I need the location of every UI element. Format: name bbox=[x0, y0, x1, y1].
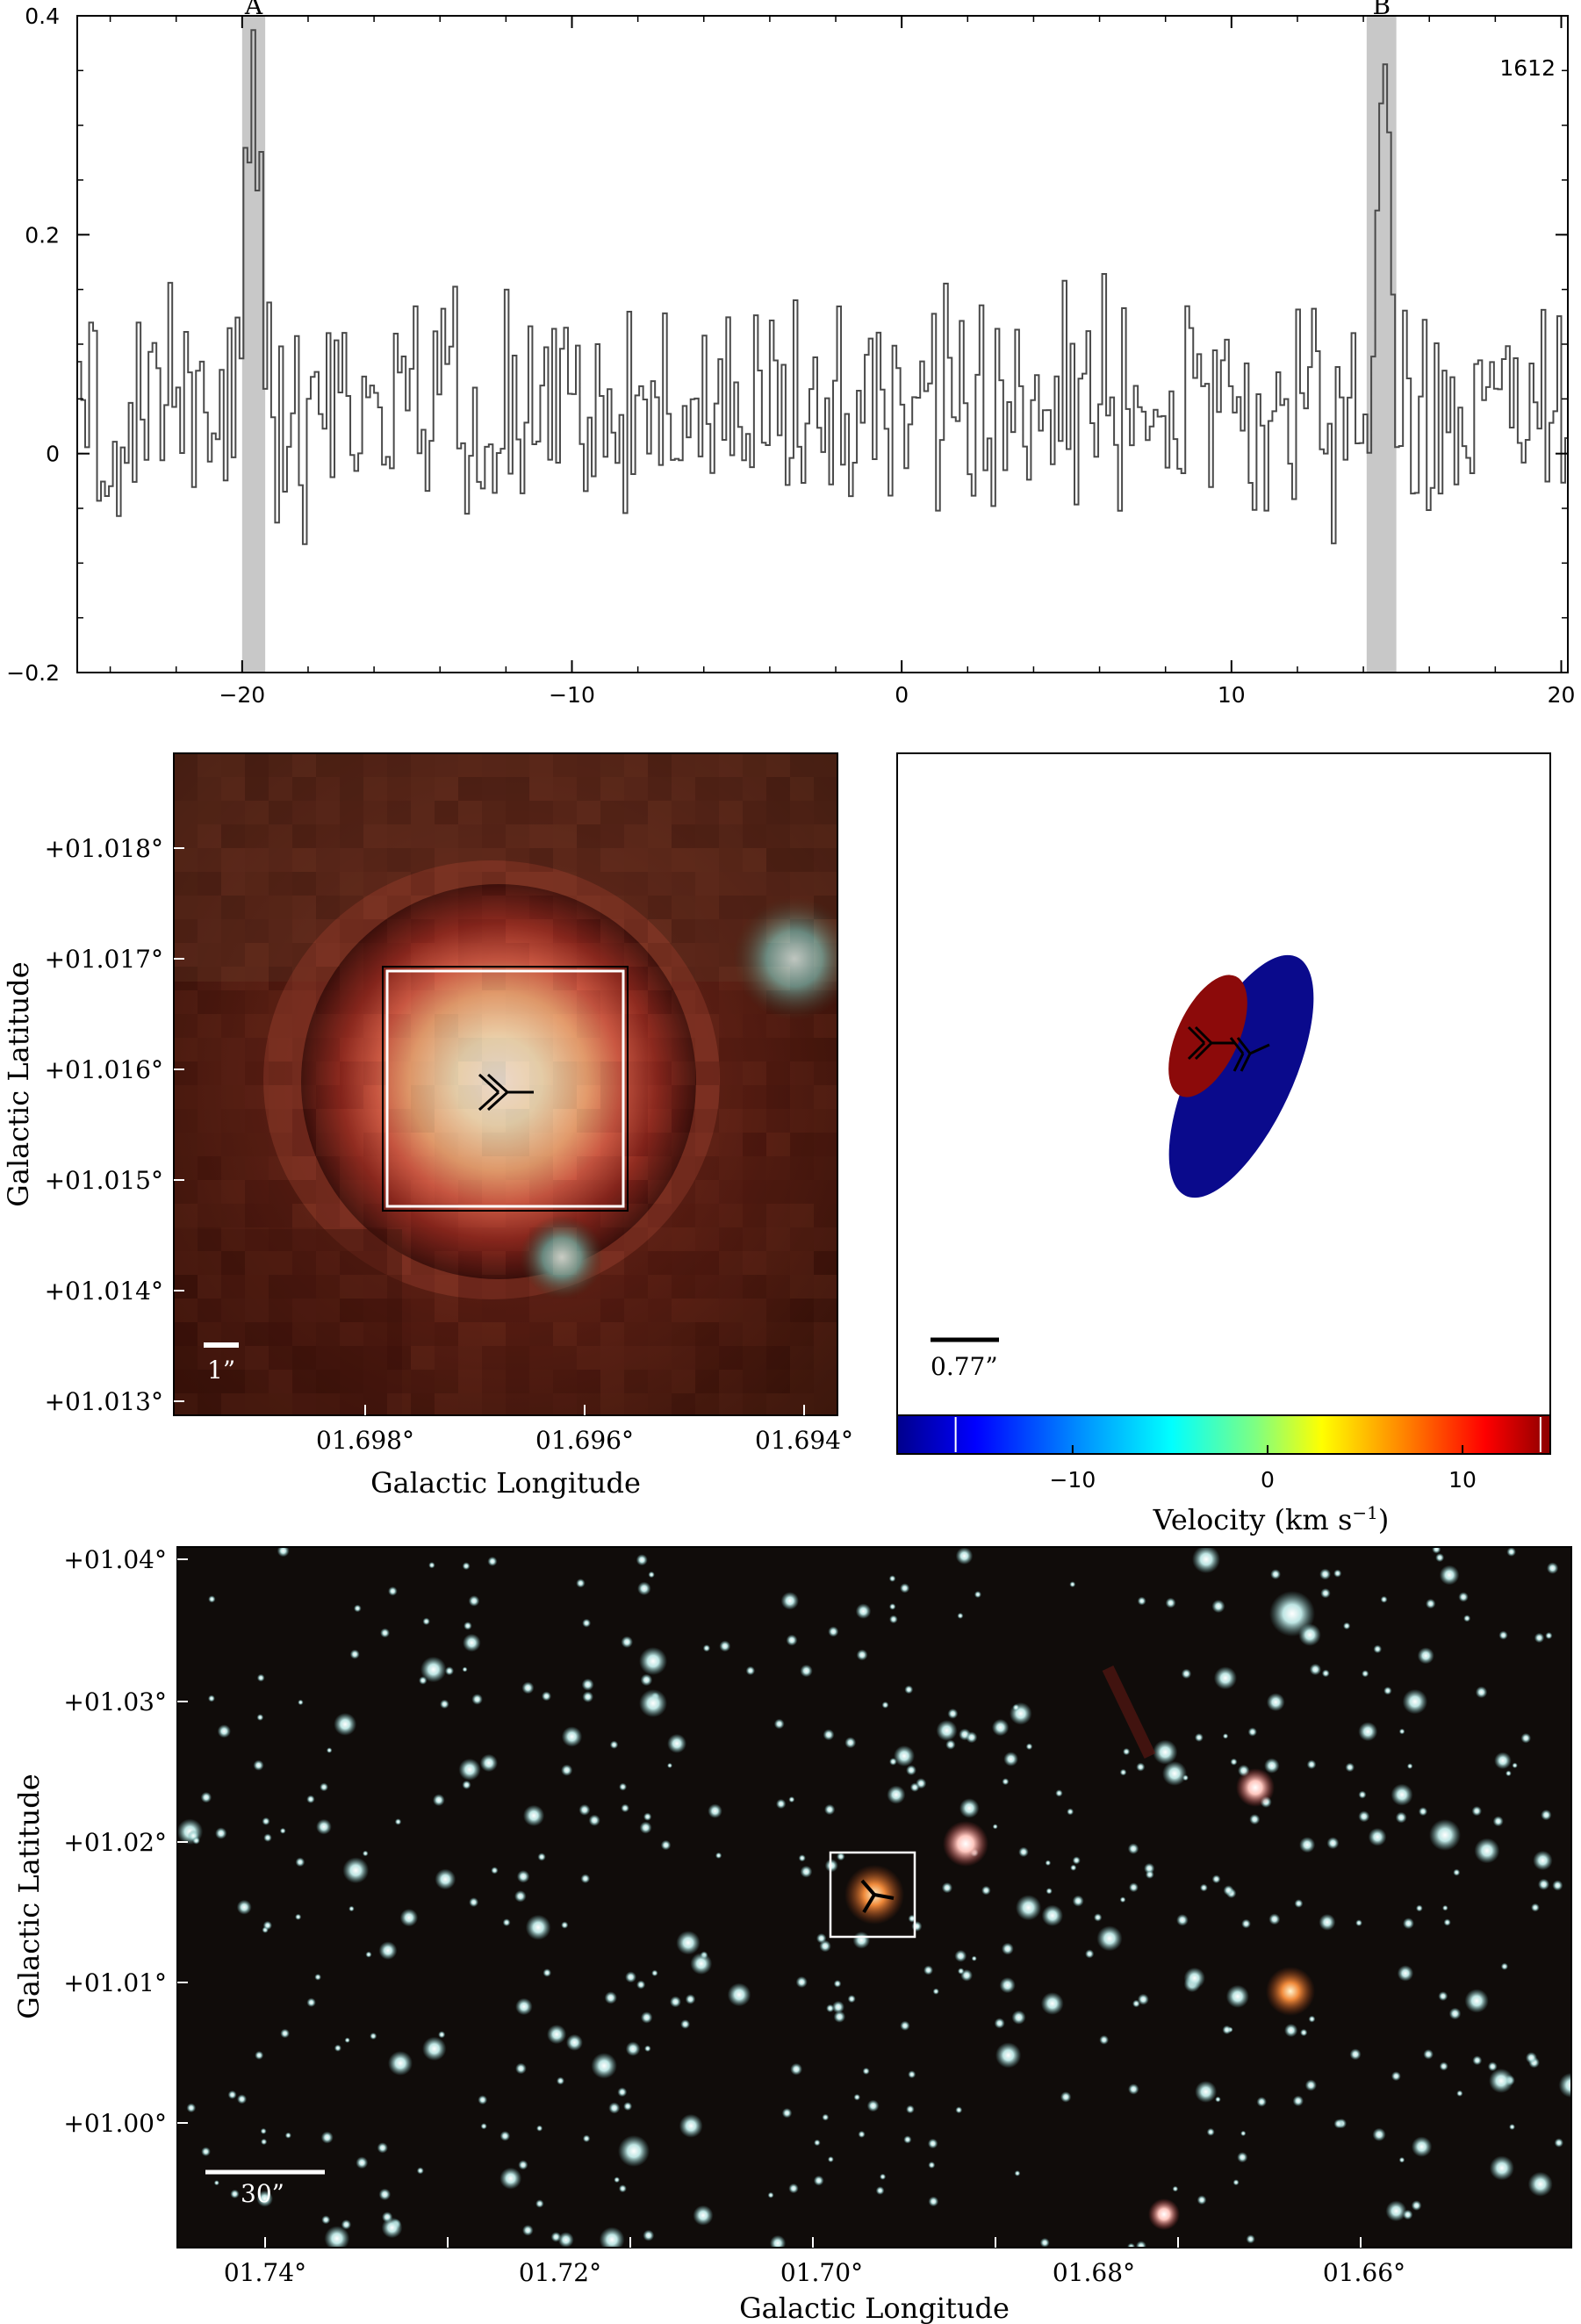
wide-field-image bbox=[177, 1547, 1571, 2248]
wide-x-tick-label: 01.70° bbox=[780, 2258, 863, 2287]
wide-y-axis-title: Galactic Latitude bbox=[12, 1774, 46, 2018]
zoom-box-outer bbox=[382, 966, 629, 1212]
zoom-x-tick-label: 01.694° bbox=[755, 1426, 853, 1455]
red-ellipse bbox=[1168, 975, 1247, 1097]
colorbar-title: Velocity (km s−1) bbox=[1153, 1502, 1390, 1536]
wide-x-tick-label: 01.68° bbox=[1053, 2258, 1135, 2287]
zoom-y-tick-label: +01.016° bbox=[45, 1055, 163, 1084]
zoom-x-tick-labels: 01.698° 01.696° 01.694° bbox=[316, 1405, 853, 1455]
colorbar-tick-label: −10 bbox=[1049, 1467, 1096, 1493]
wide-x-axis-title: Galactic Longitude bbox=[739, 2292, 1010, 2324]
x-tick-label: 0 bbox=[895, 682, 909, 708]
zoom-y-tick-labels: +01.018° +01.017° +01.016° +01.015° +01.014°… bbox=[45, 834, 184, 1416]
zoom-y-tick-label: +01.018° bbox=[45, 834, 163, 863]
spectrum-frame bbox=[76, 15, 1569, 673]
velocity-colorbar bbox=[896, 1414, 1551, 1455]
wide-y-tick-label: +01.03° bbox=[63, 1687, 167, 1716]
source-marker-icon bbox=[478, 1073, 534, 1112]
zoom-y-tick-label: +01.014° bbox=[45, 1277, 163, 1306]
zoom-x-axis-title: Galactic Longitude bbox=[370, 1466, 641, 1500]
zoom-y-tick-label: +01.015° bbox=[45, 1166, 163, 1195]
wide-field-frame bbox=[176, 1546, 1572, 2248]
colorbar-ticks: −10 0 10 bbox=[954, 1417, 1541, 1493]
zoom-box-inner bbox=[385, 969, 625, 1208]
y-tick-label: 0.2 bbox=[25, 222, 60, 248]
zoom-image bbox=[174, 753, 837, 1415]
y-tick-label: 0 bbox=[46, 442, 60, 467]
zoom-frame bbox=[173, 752, 838, 1416]
spectrum-y-ticks: −0.2 0 0.2 0.4 bbox=[6, 4, 1568, 686]
wide-scale-label: 30” bbox=[241, 2179, 284, 2208]
velocity-panel: 0.77” −10 0 10 Velocity (km s−1) bbox=[896, 752, 1551, 1536]
spectrum-series-line bbox=[77, 29, 1568, 545]
wide-x-tick-label: 01.66° bbox=[1323, 2258, 1405, 2287]
wide-field-box bbox=[829, 1851, 916, 1939]
wide-field-panel: 30” 01.74° 01.72° 01.70° 01.68° 01.66° +01.0… bbox=[12, 1545, 1572, 2324]
blue-ellipse bbox=[1168, 954, 1314, 1198]
wide-x-tick-labels: 01.74° 01.72° 01.70° 01.68° 01.66° bbox=[224, 2237, 1405, 2287]
band-label-a: A bbox=[244, 0, 263, 20]
y-tick-label: 0.4 bbox=[25, 4, 60, 29]
velocity-scale-label: 0.77” bbox=[931, 1352, 998, 1381]
velocity-marker-a-icon bbox=[1187, 1025, 1234, 1061]
zoom-y-tick-label: +01.017° bbox=[45, 945, 163, 974]
zoom-image-panel: 1” 01.698° 01.696° 01.694° +01.018° +01.017… bbox=[2, 752, 853, 1500]
highlight-band-b bbox=[1366, 16, 1397, 673]
wide-y-tick-label: +01.00° bbox=[63, 2109, 167, 2138]
wide-y-tick-label: +01.01° bbox=[63, 1968, 167, 1997]
colorbar-tick-label: 0 bbox=[1261, 1467, 1275, 1493]
colorbar-tick-label: 10 bbox=[1448, 1467, 1477, 1493]
x-tick-label: 20 bbox=[1548, 682, 1576, 708]
zoom-y-axis-title: Galactic Latitude bbox=[2, 961, 35, 1206]
wide-x-tick-label: 01.72° bbox=[519, 2258, 601, 2287]
zoom-scale-label: 1” bbox=[207, 1356, 235, 1385]
y-tick-label: −0.2 bbox=[6, 660, 60, 686]
x-tick-label: 10 bbox=[1218, 682, 1246, 708]
spectrum-x-ticks: −20 −10 0 10 20 bbox=[109, 16, 1576, 708]
wide-y-tick-label: +01.02° bbox=[63, 1828, 167, 1857]
highlight-bands bbox=[241, 16, 1397, 673]
wide-y-tick-labels: +01.04° +01.03° +01.02° +01.01° +01.00° bbox=[63, 1545, 188, 2138]
wide-source-marker-icon bbox=[860, 1879, 895, 1914]
band-label-b: B bbox=[1372, 0, 1391, 20]
velocity-marker-b-icon bbox=[1229, 1037, 1270, 1072]
wide-y-tick-label: +01.04° bbox=[63, 1545, 167, 1574]
x-tick-label: −20 bbox=[219, 682, 265, 708]
zoom-x-tick-label: 01.698° bbox=[316, 1426, 414, 1455]
x-tick-label: −10 bbox=[549, 682, 595, 708]
zoom-x-tick-label: 01.696° bbox=[535, 1426, 634, 1455]
spectrum-annotation-label: 1612 bbox=[1499, 55, 1556, 81]
wide-x-tick-label: 01.74° bbox=[224, 2258, 306, 2287]
highlight-band-a bbox=[241, 16, 266, 673]
zoom-y-tick-label: +01.013° bbox=[45, 1387, 163, 1416]
